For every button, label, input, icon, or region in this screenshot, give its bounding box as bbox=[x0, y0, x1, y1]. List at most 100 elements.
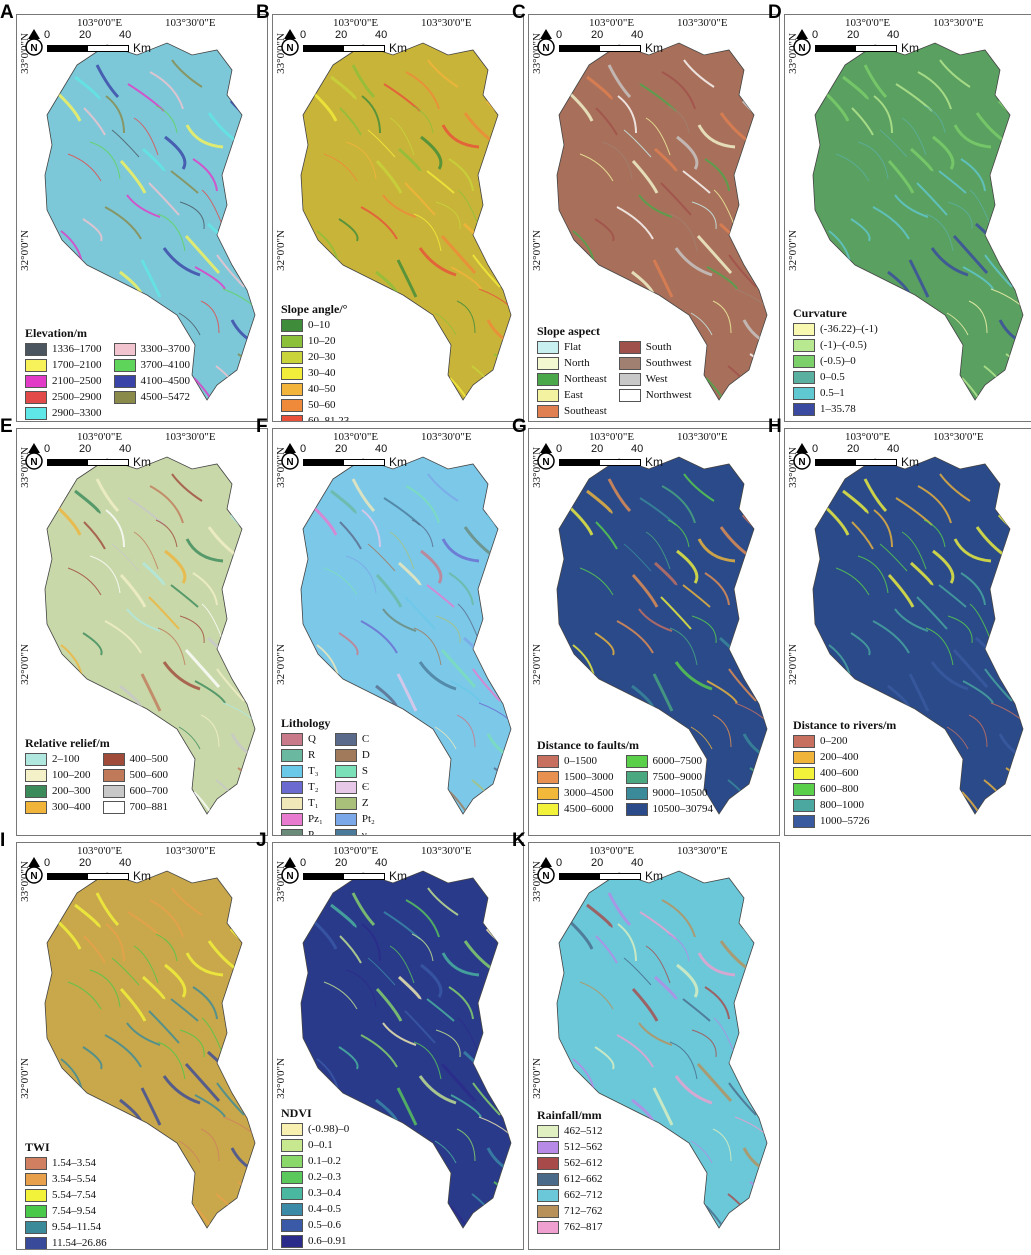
study-area-map bbox=[556, 42, 768, 401]
legend-swatch bbox=[113, 390, 136, 404]
legend-label: West bbox=[645, 373, 668, 385]
legend-items: 2–100 400–500 100–200 500–600 200–300 600–700… bbox=[25, 751, 168, 815]
legend-swatch bbox=[537, 1140, 559, 1154]
coord-lat-2: 32°0'0"N bbox=[787, 230, 799, 271]
map-legend: Rainfall/mm 462–512 512–562 562–612 612–662 6… bbox=[537, 1107, 603, 1235]
legend-item: South bbox=[618, 339, 692, 355]
panel-label-g: G bbox=[512, 416, 527, 437]
legend-label: 2100–2500 bbox=[52, 375, 102, 387]
legend-title: Lithology bbox=[281, 716, 331, 730]
legend-swatch bbox=[113, 374, 136, 388]
legend-item: 30–40 bbox=[281, 365, 349, 381]
legend-item: East bbox=[537, 387, 607, 403]
legend-label: 0.1–0.2 bbox=[308, 1155, 341, 1167]
scale-unit: Km bbox=[645, 41, 663, 55]
legend-label: 0–0.1 bbox=[308, 1139, 333, 1151]
legend-item: 6000–7500 bbox=[625, 753, 714, 769]
coord-lon-1: 103°0'0"E bbox=[845, 431, 891, 443]
legend-label: Flat bbox=[564, 341, 582, 353]
legend-item: C bbox=[334, 731, 375, 747]
legend-swatch bbox=[281, 1170, 303, 1184]
legend-swatch bbox=[25, 800, 47, 814]
legend-swatch bbox=[618, 356, 641, 370]
legend-item: 200–300 bbox=[25, 783, 91, 799]
legend-item: 5.54–7.54 bbox=[25, 1187, 107, 1203]
coord-lat-2: 32°0'0"N bbox=[19, 230, 31, 271]
svg-text:N: N bbox=[30, 871, 37, 882]
legend-swatch bbox=[618, 372, 641, 386]
coord-lon-1: 103°0'0"E bbox=[77, 17, 123, 29]
legend-item: S bbox=[334, 763, 375, 779]
legend-swatch bbox=[25, 342, 47, 356]
legend-swatch bbox=[537, 1124, 559, 1138]
study-area-map bbox=[556, 456, 768, 815]
legend-label: 700–881 bbox=[129, 801, 169, 813]
legend-swatch bbox=[281, 1202, 303, 1216]
scale-bar-graphic bbox=[303, 45, 385, 52]
coord-lon-1: 103°0'0"E bbox=[333, 845, 379, 857]
coord-lon-2: 103°30'0"E bbox=[421, 431, 472, 443]
legend-title: Curvature bbox=[793, 306, 847, 320]
scale-40: 40 bbox=[887, 29, 900, 41]
legend-item: 562–612 bbox=[537, 1155, 603, 1171]
legend-label: 7.54–9.54 bbox=[52, 1205, 96, 1217]
legend-item: 9000–10500 bbox=[625, 785, 714, 801]
legend-item: 662–712 bbox=[537, 1187, 603, 1203]
legend-items: 1336–1700 3300–3700 1700–2100 3700–4100 2100… bbox=[25, 341, 190, 421]
legend-label: 562–612 bbox=[564, 1157, 603, 1169]
legend-item: 10500–30794 bbox=[625, 801, 713, 817]
svg-text:N: N bbox=[542, 871, 549, 882]
legend-item: North bbox=[537, 355, 607, 371]
legend-item: 2–100 bbox=[25, 751, 91, 767]
coord-lat-2: 32°0'0"N bbox=[275, 1058, 287, 1099]
coord-lat-2: 32°0'0"N bbox=[275, 644, 287, 685]
scale-0: 0 bbox=[812, 29, 819, 41]
legend-label: East bbox=[564, 389, 583, 401]
legend-item: D bbox=[334, 747, 375, 763]
legend-label: Northwest bbox=[645, 389, 692, 401]
legend-item: 200–400 bbox=[793, 749, 896, 765]
legend-item: 0.5–0.6 bbox=[281, 1217, 349, 1233]
legend-swatch bbox=[334, 780, 357, 794]
legend-items: 0–10 10–20 20–30 30–40 40–50 50–60 60–81.23 bbox=[281, 317, 349, 421]
legend-swatch bbox=[334, 764, 357, 778]
legend-item: 600–800 bbox=[793, 781, 896, 797]
legend-swatch bbox=[25, 1204, 47, 1218]
scale-unit: Km bbox=[645, 869, 663, 883]
legend-item: (-0.98)–0 bbox=[281, 1121, 349, 1137]
legend-swatch bbox=[281, 366, 303, 380]
legend-item: 0–0.5 bbox=[793, 369, 878, 385]
legend-item: 10–20 bbox=[281, 333, 349, 349]
legend-swatch bbox=[793, 814, 815, 828]
legend-label: 0–0.5 bbox=[820, 371, 845, 383]
legend-item: 1336–1700 bbox=[25, 341, 102, 357]
coord-lon-1: 103°0'0"E bbox=[589, 845, 635, 857]
scale-40: 40 bbox=[375, 443, 388, 455]
legend-item: 800–1000 bbox=[793, 797, 896, 813]
map-legend: NDVI (-0.98)–0 0–0.1 0.1–0.2 0.2–0.3 0.3–0.4 0… bbox=[281, 1105, 349, 1249]
legend-swatch bbox=[334, 732, 357, 746]
legend-swatch bbox=[281, 1234, 303, 1248]
legend-swatch bbox=[281, 1154, 303, 1168]
panel-label-e: E bbox=[0, 416, 13, 437]
legend-label: 600–800 bbox=[820, 783, 859, 795]
scale-bar: 0 20 40 Km bbox=[44, 29, 157, 59]
north-arrow-icon: N bbox=[25, 857, 43, 887]
coord-lon-2: 103°30'0"E bbox=[677, 431, 728, 443]
coord-lat-2: 32°0'0"N bbox=[19, 1058, 31, 1099]
map-panel-b: 103°0'0"E 103°30'0"E 33°0'0"N 32°0'0"N N 0 20 4… bbox=[272, 14, 524, 422]
legend-label: 0.2–0.3 bbox=[308, 1171, 341, 1183]
scale-bar: 0 20 40 Km bbox=[812, 443, 925, 473]
legend-swatch bbox=[537, 1220, 559, 1234]
map-panel-c: 103°0'0"E 103°30'0"E 33°0'0"N 32°0'0"N N 0 20 4… bbox=[528, 14, 780, 422]
legend-swatch bbox=[281, 1218, 303, 1232]
north-arrow-icon: N bbox=[281, 29, 299, 59]
legend-swatch bbox=[25, 784, 47, 798]
svg-text:N: N bbox=[286, 871, 293, 882]
coord-lon-2: 103°30'0"E bbox=[421, 17, 472, 29]
north-arrow-icon: N bbox=[537, 443, 555, 473]
legend-item: (-1)–(-0.5) bbox=[793, 337, 878, 353]
north-arrow-icon: N bbox=[25, 443, 43, 473]
scale-40: 40 bbox=[631, 857, 644, 869]
legend-label: Pt₂ bbox=[361, 813, 375, 825]
